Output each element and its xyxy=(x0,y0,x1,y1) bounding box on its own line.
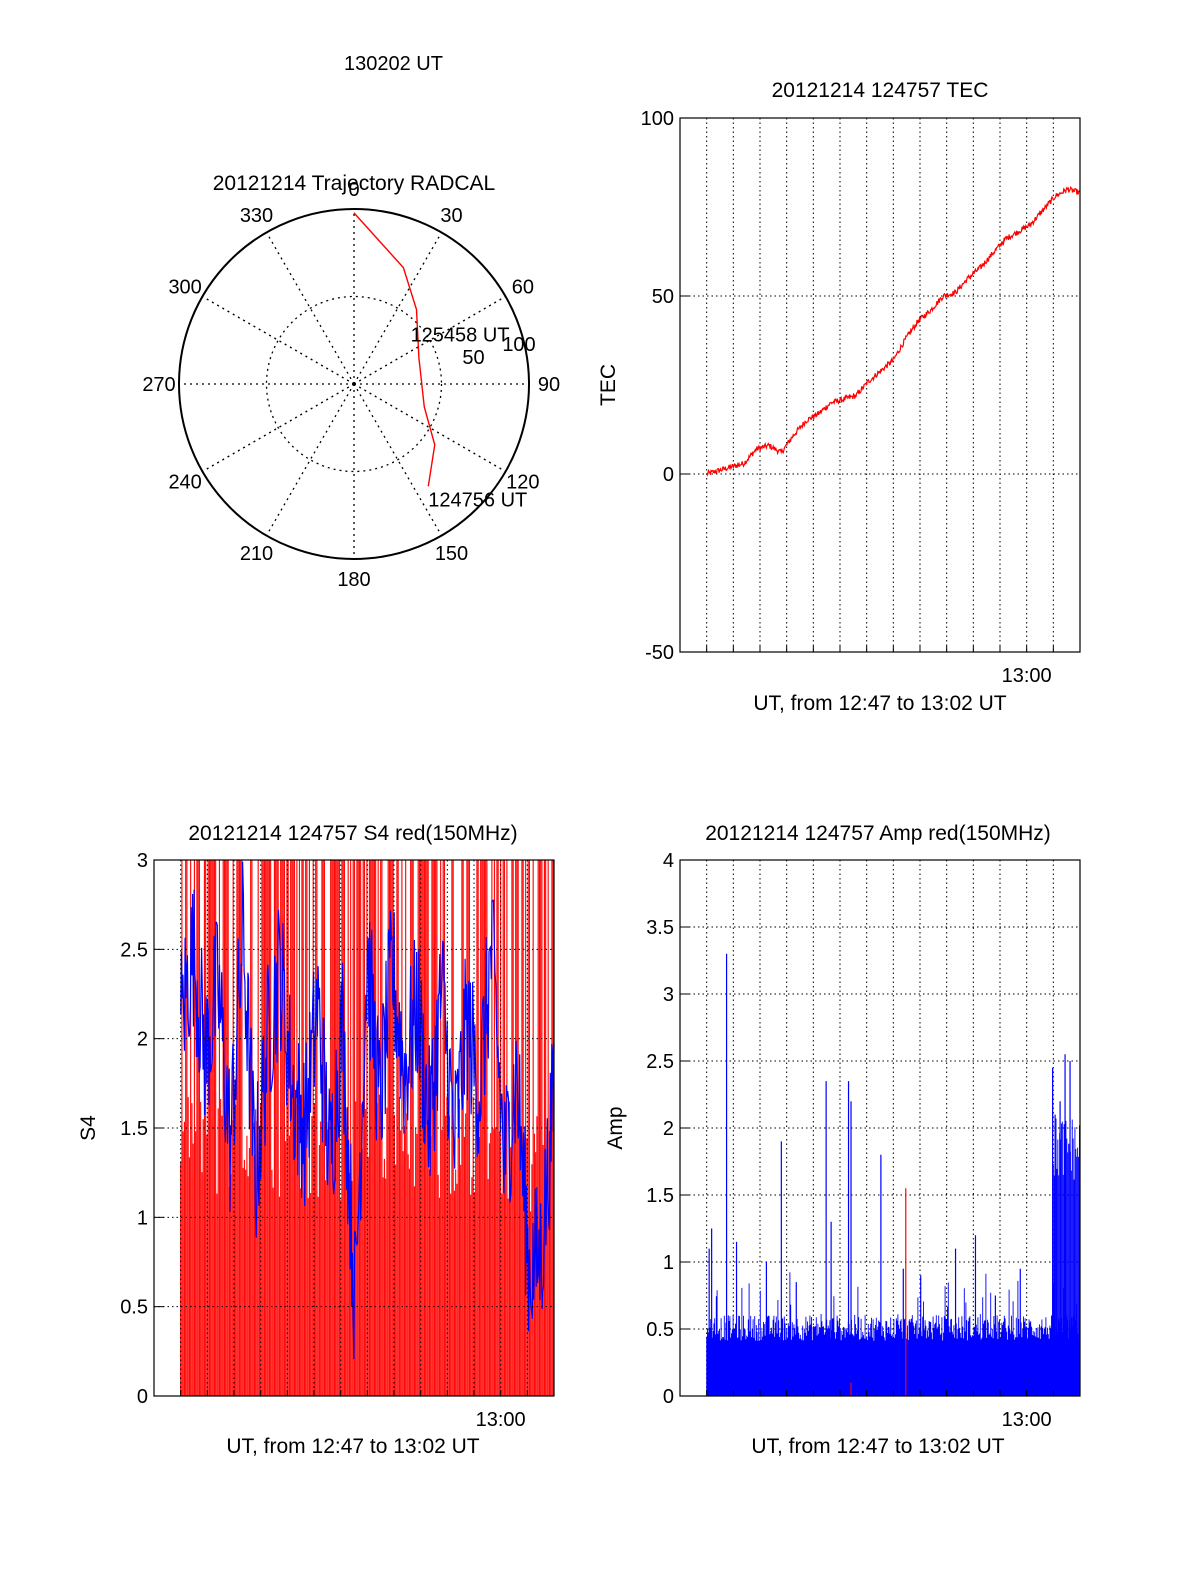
polar-spoke xyxy=(265,232,355,385)
satellite-trajectory xyxy=(353,212,436,487)
polar-angle-label: 330 xyxy=(240,205,273,227)
polar-spoke xyxy=(202,295,355,385)
polar-trajectory-chart: 0 30 60 90 120 150 180 210 240 270 300 330 50 100 1247… xyxy=(142,53,560,591)
y-tick-label: 0 xyxy=(137,1386,148,1408)
polar-angle-label: 270 xyxy=(142,374,175,396)
y-tick-label: 3 xyxy=(137,850,148,872)
y-tick-label: 2.5 xyxy=(120,939,148,961)
tec-y-axis-label: TEC xyxy=(597,364,620,406)
amp-chart: 4 3.5 3 2.5 2 1.5 1 0.5 0 13:00 20121214 124757 A… xyxy=(604,822,1081,1458)
polar-angle-label: 180 xyxy=(337,569,370,591)
polar-radius-label: 100 xyxy=(502,334,535,356)
polar-angle-label: 150 xyxy=(435,543,468,565)
polar-angle-label: 240 xyxy=(168,472,201,494)
polar-angle-label: 60 xyxy=(512,277,534,299)
x-tick-label: 13:00 xyxy=(476,1409,526,1431)
y-tick-label: 1.5 xyxy=(120,1118,148,1140)
y-tick-label: 3 xyxy=(663,984,674,1006)
plot-frame xyxy=(679,117,1081,653)
s4-x-axis-label: UT, from 12:47 to 13:02 UT xyxy=(226,1435,479,1458)
x-tick-label: 13:00 xyxy=(1002,665,1052,687)
y-tick-label: 50 xyxy=(652,286,674,308)
blue-s4-line xyxy=(180,861,555,1360)
polar-angle-label: 300 xyxy=(168,277,201,299)
y-tick-label: 1 xyxy=(663,1252,674,1274)
polar-angle-label: 120 xyxy=(506,472,539,494)
amp-chart-title: 20121214 124757 Amp red(150MHz) xyxy=(705,822,1051,845)
polar-spoke xyxy=(353,232,443,385)
polar-chart-title: 20121214 Trajectory RADCAL xyxy=(213,172,496,195)
plot-frame xyxy=(679,859,1081,1397)
polar-angle-label: 0 xyxy=(348,179,359,201)
tec-chart-title: 20121214 124757 TEC xyxy=(772,79,989,102)
tec-line-chart: 100 50 0 -50 13:00 20121214 124757 TEC UT, f… xyxy=(597,79,1081,715)
y-tick-label: 0.5 xyxy=(120,1297,148,1319)
s4-chart-title: 20121214 124757 S4 red(150MHz) xyxy=(188,822,517,845)
polar-spoke xyxy=(353,295,506,385)
tec-x-axis-label: UT, from 12:47 to 13:02 UT xyxy=(753,692,1006,715)
y-tick-label: 3.5 xyxy=(646,917,674,939)
s4-y-axis-label: S4 xyxy=(77,1115,100,1141)
polar-spoke xyxy=(353,383,443,536)
trajectory-time-label: 130202 UT xyxy=(344,53,443,75)
polar-angle-label: 30 xyxy=(440,205,462,227)
y-tick-label: 2 xyxy=(663,1118,674,1140)
polar-spoke xyxy=(265,383,355,536)
plot-frame xyxy=(153,859,555,1397)
y-tick-label: 1 xyxy=(137,1207,148,1229)
x-tick-label: 13:00 xyxy=(1002,1409,1052,1431)
polar-spoke xyxy=(202,383,355,473)
polar-radius-label: 50 xyxy=(462,347,484,369)
y-tick-label: 100 xyxy=(641,108,674,130)
tec-series-line xyxy=(706,186,1081,477)
trajectory-time-label: 124756 UT xyxy=(428,489,527,511)
polar-angle-label: 90 xyxy=(538,374,560,396)
y-tick-label: -50 xyxy=(645,642,674,664)
y-tick-label: 0 xyxy=(663,464,674,486)
trajectory-time-label: 125458 UT xyxy=(411,324,510,346)
s4-chart: 3 2.5 2 1.5 1 0.5 0 13:00 20121214 124757 S4 re… xyxy=(77,822,555,1458)
amp-x-axis-label: UT, from 12:47 to 13:02 UT xyxy=(751,1435,1004,1458)
y-tick-label: 2 xyxy=(137,1029,148,1051)
y-tick-label: 4 xyxy=(663,850,674,872)
polar-spoke xyxy=(353,383,506,473)
y-tick-label: 2.5 xyxy=(646,1051,674,1073)
polar-inner-circle xyxy=(265,295,443,473)
y-tick-label: 0 xyxy=(663,1386,674,1408)
polar-angle-label: 210 xyxy=(240,543,273,565)
amp-y-axis-label: Amp xyxy=(604,1106,627,1149)
y-tick-label: 0.5 xyxy=(646,1319,674,1341)
y-tick-label: 1.5 xyxy=(646,1185,674,1207)
